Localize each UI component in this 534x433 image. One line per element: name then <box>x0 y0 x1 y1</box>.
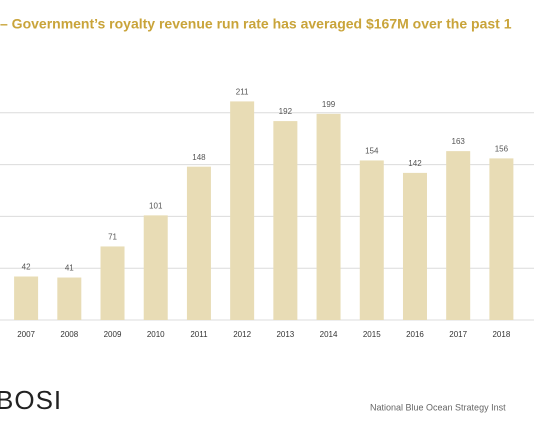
bar <box>100 246 125 320</box>
x-tick-label: 2009 <box>104 330 122 339</box>
x-tick-label: 2017 <box>449 330 467 339</box>
x-tick-label: 2008 <box>60 330 78 339</box>
value-label: 211 <box>236 88 249 97</box>
x-tick-label: 2015 <box>363 330 381 339</box>
bar <box>489 158 514 320</box>
bar <box>359 160 384 320</box>
x-tick-label: 2016 <box>406 330 424 339</box>
value-label: 148 <box>192 153 206 162</box>
footer: National Blue Ocean Strategy Inst <box>370 402 506 412</box>
value-label: 156 <box>495 144 509 153</box>
bar <box>186 166 211 320</box>
value-label: 41 <box>65 264 74 273</box>
brand-logo: BOSI <box>0 385 62 415</box>
bar <box>402 172 427 320</box>
value-label: 154 <box>365 147 379 156</box>
bar <box>14 276 39 320</box>
bar <box>316 113 341 320</box>
x-tick-label: 2010 <box>147 330 165 339</box>
bar <box>57 277 82 320</box>
value-label: 199 <box>322 100 336 109</box>
value-label: 192 <box>279 107 293 116</box>
x-tick-label: 2018 <box>492 330 510 339</box>
x-tick-label: 2007 <box>17 330 35 339</box>
x-tick-label: 2012 <box>233 330 251 339</box>
bar <box>143 215 168 320</box>
bar <box>230 101 255 321</box>
x-tick-label: 2011 <box>190 330 208 339</box>
x-tick-label: 2014 <box>320 330 338 339</box>
chart-title: – Government’s royalty revenue run rate … <box>0 16 512 32</box>
bar <box>273 121 298 320</box>
value-label: 101 <box>149 201 163 210</box>
value-label: 71 <box>108 233 117 242</box>
x-tick-label: 2013 <box>276 330 294 339</box>
value-label: 142 <box>408 159 422 168</box>
bar <box>446 151 471 320</box>
value-label: 163 <box>452 137 466 146</box>
value-label: 42 <box>22 263 31 272</box>
